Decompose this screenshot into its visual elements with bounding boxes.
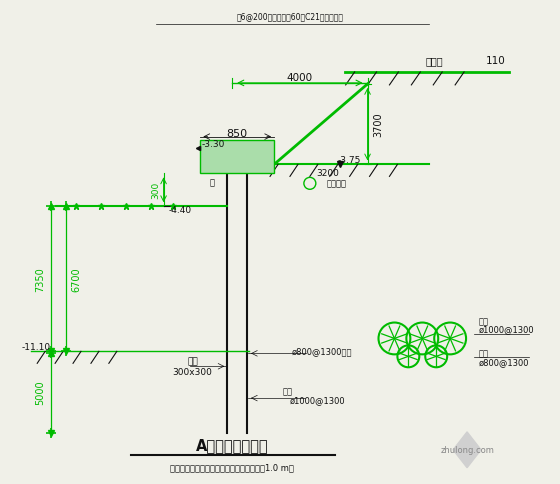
Text: 主桩: 主桩 bbox=[283, 387, 293, 396]
Text: 6700: 6700 bbox=[71, 267, 81, 291]
Text: 3700: 3700 bbox=[374, 113, 384, 137]
Text: 4000: 4000 bbox=[287, 73, 313, 83]
Text: -3.75: -3.75 bbox=[338, 156, 361, 165]
Text: -4.40: -4.40 bbox=[169, 205, 192, 214]
Text: 钢桩: 钢桩 bbox=[479, 317, 489, 325]
Text: -11.10: -11.10 bbox=[21, 342, 50, 351]
Text: 300: 300 bbox=[151, 182, 160, 199]
Text: 结构: 结构 bbox=[187, 357, 198, 366]
Text: 笔架路: 笔架路 bbox=[426, 56, 443, 66]
Text: 110: 110 bbox=[486, 56, 506, 66]
Text: ø800@1300: ø800@1300 bbox=[479, 357, 530, 366]
Text: ø800@1300前排: ø800@1300前排 bbox=[292, 346, 352, 355]
Text: A区基坑支护剖面: A区基坑支护剖面 bbox=[196, 438, 269, 453]
Text: ø1000@1300: ø1000@1300 bbox=[290, 396, 346, 405]
Polygon shape bbox=[453, 432, 481, 468]
Text: 现有路面: 现有路面 bbox=[326, 180, 347, 188]
Text: 注：止水桩桩端宜进砂卵石层或入较硬土层1.0 m。: 注：止水桩桩端宜进砂卵石层或入较硬土层1.0 m。 bbox=[170, 462, 294, 471]
Text: ø1000@1300: ø1000@1300 bbox=[479, 324, 535, 333]
Text: 7350: 7350 bbox=[35, 267, 45, 291]
Bar bbox=[200, 140, 274, 174]
Text: zhulong.com: zhulong.com bbox=[440, 445, 494, 454]
Text: 止桩: 止桩 bbox=[479, 349, 489, 358]
Text: 钢6@200梁钢筋，钢60跨C21磨石垫层面: 钢6@200梁钢筋，钢60跨C21磨石垫层面 bbox=[236, 12, 343, 21]
Text: 梁: 梁 bbox=[210, 179, 215, 187]
Text: 5000: 5000 bbox=[35, 380, 45, 405]
Text: 300x300: 300x300 bbox=[172, 367, 212, 376]
Text: 850: 850 bbox=[227, 128, 248, 138]
Text: -3.30: -3.30 bbox=[202, 140, 225, 149]
Text: 3200: 3200 bbox=[316, 168, 339, 178]
